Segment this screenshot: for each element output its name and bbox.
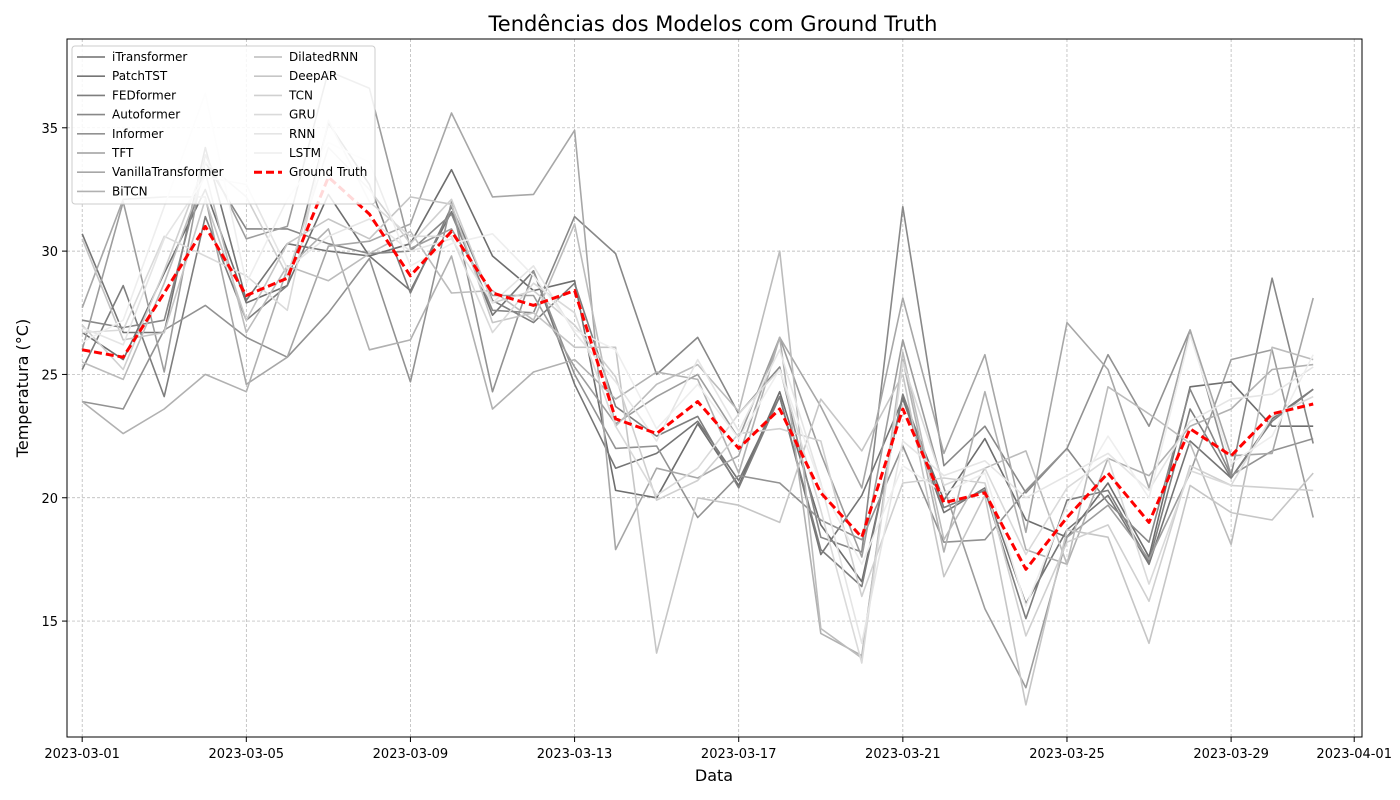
y-tick-label: 20	[41, 492, 58, 507]
legend-item: TCN	[254, 88, 313, 102]
legend-label: iTransformer	[112, 50, 187, 64]
series-line-dilatedrnn	[81, 171, 1314, 659]
legend-item: Ground Truth	[254, 165, 367, 179]
legend-label: BiTCN	[112, 184, 148, 198]
legend-label: FEDformer	[112, 88, 176, 102]
x-tick-label: 2023-03-05	[209, 747, 285, 762]
legend-item: Autoformer	[77, 108, 180, 122]
y-axis-label: Temperatura (°C)	[13, 319, 32, 458]
series-line-vanillatransformer	[81, 112, 1314, 551]
legend-label: Autoformer	[112, 108, 180, 122]
x-tick-label: 2023-03-13	[537, 747, 613, 762]
series-line-tcn	[81, 146, 1314, 637]
x-tick-label: 2023-03-01	[44, 747, 120, 762]
series-line-fedformer	[81, 122, 1314, 620]
legend: iTransformer PatchTST FEDformer Autoformer I…	[71, 45, 376, 205]
legend-item: VanillaTransformer	[77, 165, 224, 179]
legend-label: LSTM	[289, 146, 321, 160]
y-tick-label: 30	[41, 245, 58, 260]
legend-item: GRU	[254, 108, 315, 122]
series-line-deepar	[81, 196, 1314, 706]
legend-item: RNN	[254, 127, 315, 141]
series-line-ground-truth	[81, 175, 1314, 571]
y-tick-label: 15	[41, 615, 58, 630]
legend-label: TFT	[111, 146, 134, 160]
legend-item: PatchTST	[77, 69, 168, 83]
series-line-rnn	[81, 176, 1314, 645]
legend-item: DeepAR	[254, 69, 337, 83]
x-tick-label: 2023-03-25	[1029, 747, 1105, 762]
series-line-autoformer	[82, 161, 1314, 553]
legend-item: iTransformer	[77, 50, 187, 64]
legend-item: LSTM	[254, 146, 321, 160]
x-tick-label: 2023-04-01	[1316, 747, 1392, 762]
legend-label: RNN	[289, 127, 315, 141]
legend-label: Ground Truth	[289, 165, 367, 179]
legend-item: BiTCN	[77, 184, 148, 198]
axes: 2023-03-01 2023-03-05 2023-03-09 2023-03-13…	[41, 122, 1392, 762]
series-line-gru	[82, 119, 1314, 664]
legend-item: Informer	[77, 127, 164, 141]
x-tick-label: 2023-03-17	[701, 747, 777, 762]
legend-label: PatchTST	[112, 69, 168, 83]
y-tick-label: 25	[41, 368, 58, 383]
x-tick-label: 2023-03-21	[865, 747, 941, 762]
plot-frame	[66, 38, 1363, 738]
legend-label: DilatedRNN	[289, 50, 358, 64]
series-lines	[81, 70, 1314, 706]
legend-label: DeepAR	[289, 69, 337, 83]
legend-item: TFT	[77, 146, 134, 160]
x-tick-label: 2023-03-29	[1193, 747, 1269, 762]
legend-item: FEDformer	[77, 88, 176, 102]
chart-title: Tendências dos Modelos com Ground Truth	[488, 12, 938, 36]
legend-label: Informer	[112, 127, 164, 141]
legend-label: GRU	[289, 108, 315, 122]
legend-box	[71, 45, 376, 205]
x-tick-label: 2023-03-09	[373, 747, 449, 762]
y-tick-label: 35	[41, 122, 58, 137]
series-line-tft	[81, 70, 1314, 689]
legend-label: TCN	[288, 88, 313, 102]
legend-item: DilatedRNN	[254, 50, 358, 64]
x-axis-label: Data	[695, 766, 733, 785]
legend-label: VanillaTransformer	[112, 165, 224, 179]
